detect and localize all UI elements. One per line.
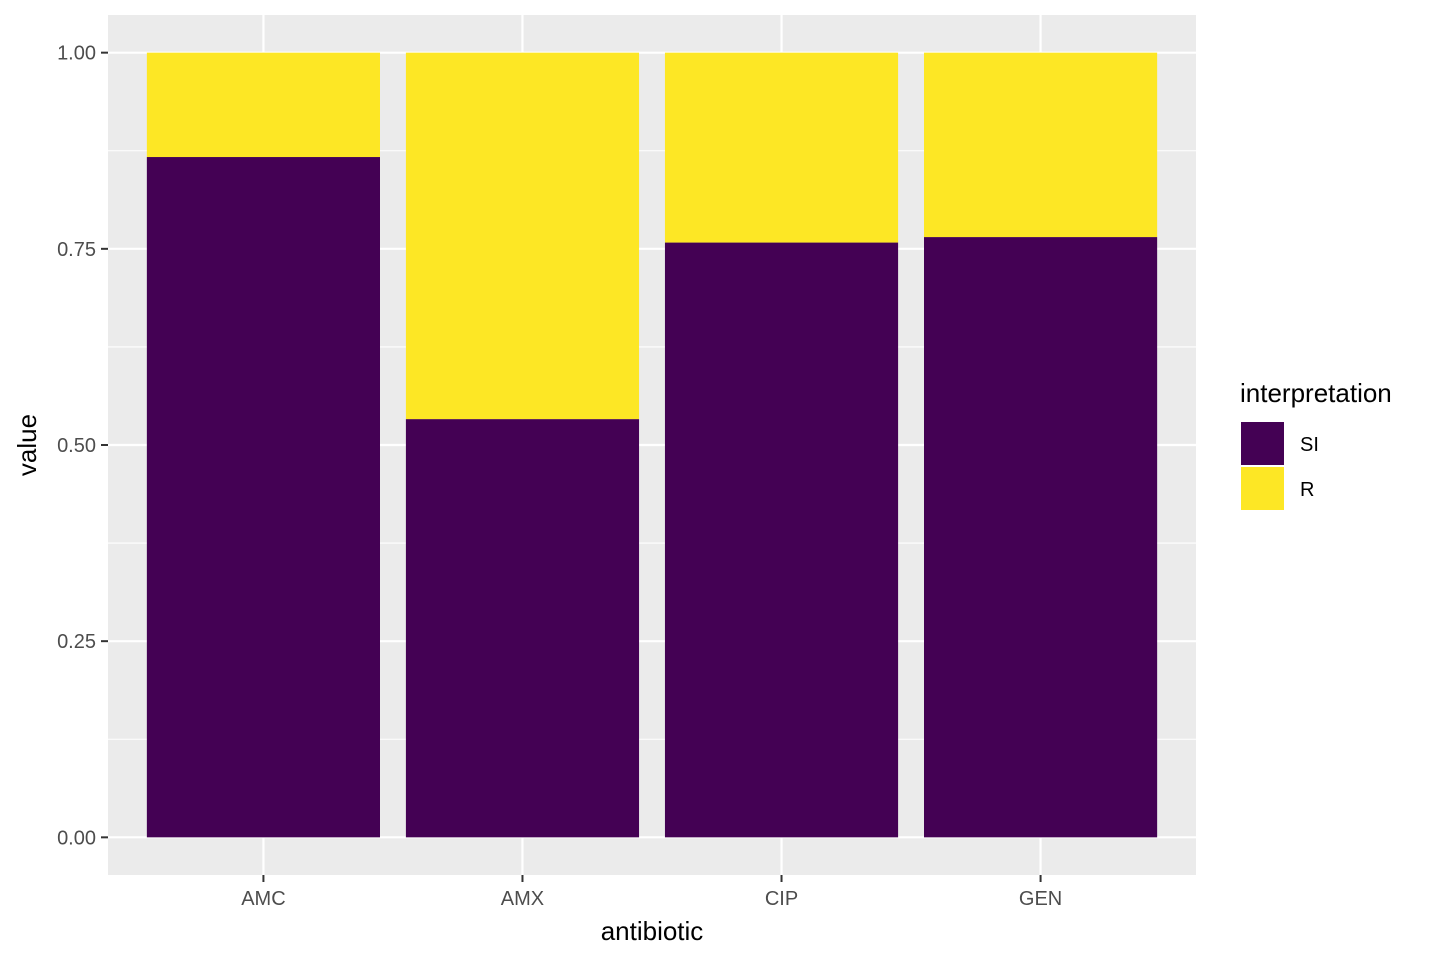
- bar-amc-si: [146, 157, 380, 838]
- bar-cip-si: [664, 242, 899, 838]
- legend-label-r: R: [1300, 479, 1314, 501]
- legend-title: interpretation: [1240, 378, 1392, 408]
- x-axis-title: antibiotic: [601, 916, 704, 946]
- bar-amx-r: [405, 52, 640, 420]
- bar-cip-r: [664, 52, 899, 243]
- x-tick-label: AMC: [241, 888, 285, 910]
- y-tick-label: 0.75: [57, 239, 96, 261]
- bar-amx-si: [405, 419, 640, 838]
- y-tick-label: 0.50: [57, 435, 96, 457]
- x-tick-label: GEN: [1019, 888, 1062, 910]
- bar-gen-si: [924, 237, 1158, 838]
- x-axis: AMC AMX CIP GEN: [241, 875, 1062, 910]
- bar-amc-r: [146, 52, 380, 158]
- bars: [146, 52, 1158, 838]
- legend-key-si: [1241, 422, 1284, 465]
- y-tick-label: 0.00: [57, 827, 96, 849]
- y-tick-label: 1.00: [57, 43, 96, 65]
- y-tick-label: 0.25: [57, 631, 96, 653]
- x-tick-label: AMX: [501, 888, 544, 910]
- bar-gen-r: [924, 52, 1158, 238]
- legend: interpretation SI R: [1240, 378, 1392, 510]
- legend-label-si: SI: [1300, 434, 1319, 456]
- y-axis-title: value: [12, 414, 42, 476]
- x-tick-label: CIP: [765, 888, 798, 910]
- legend-key-r: [1241, 467, 1284, 510]
- y-axis: 0.00 0.25 0.50 0.75 1.00: [57, 43, 108, 849]
